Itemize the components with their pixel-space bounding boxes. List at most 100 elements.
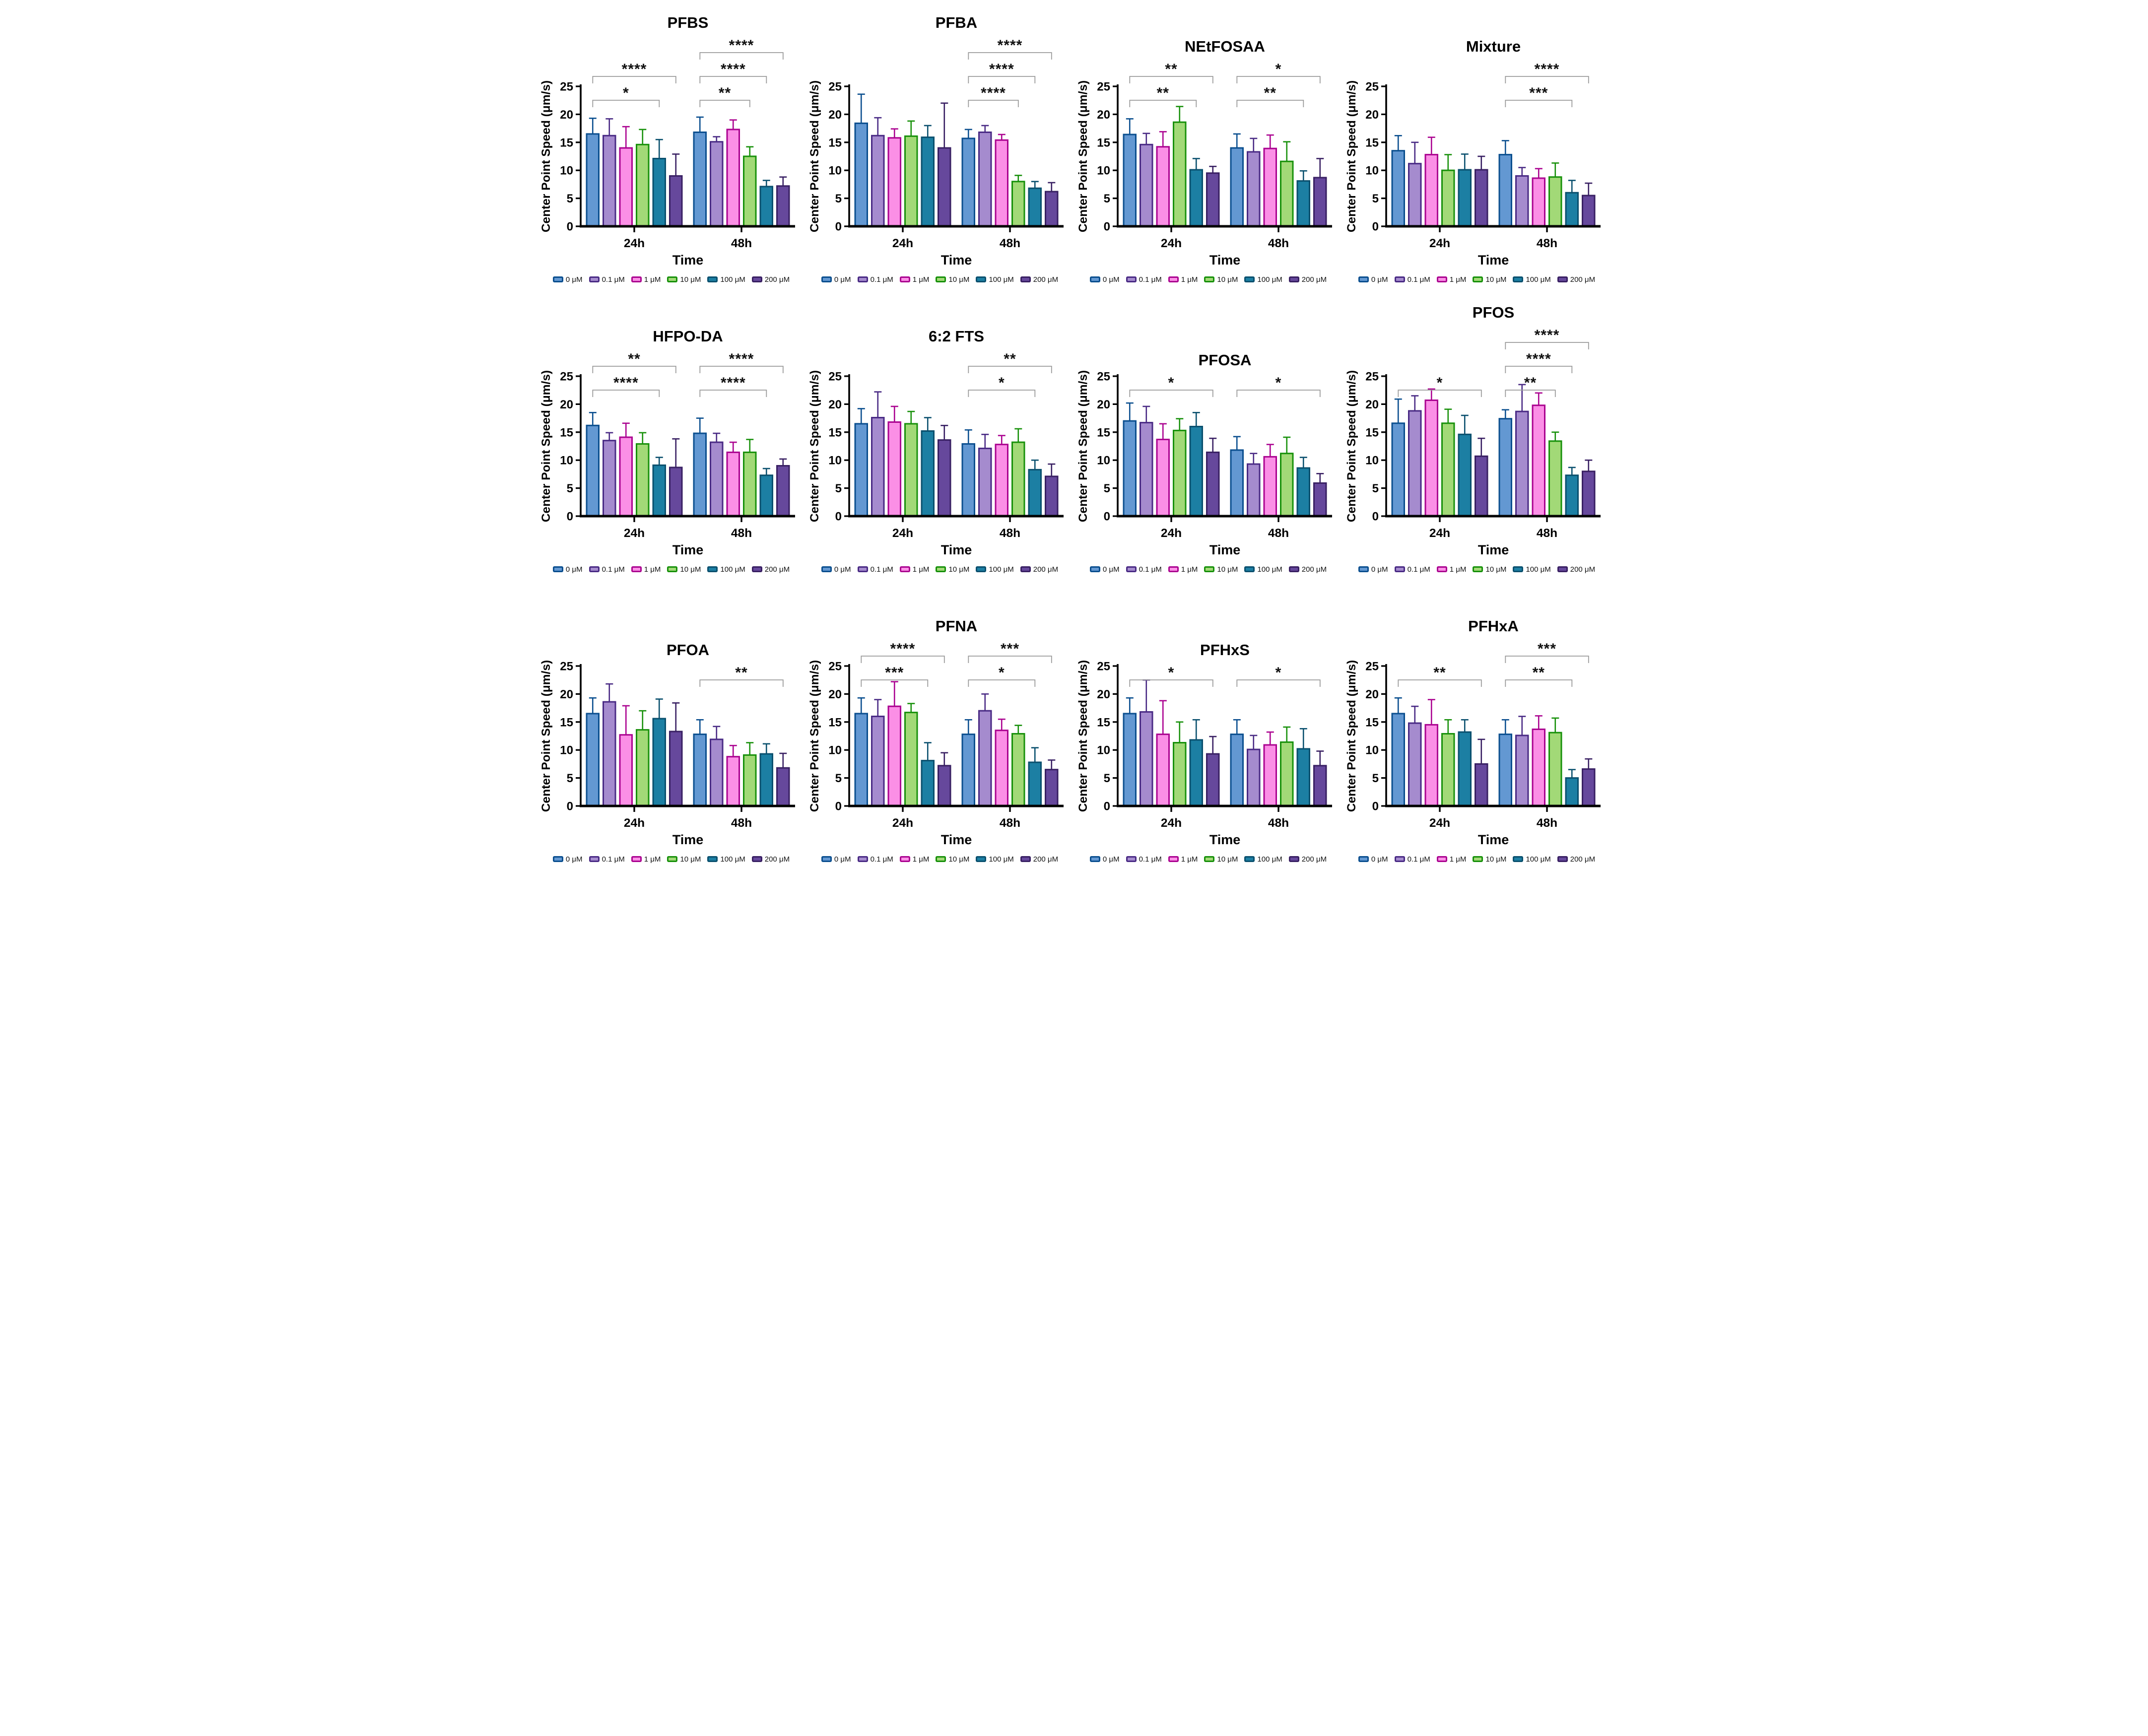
y-tick-label: 15 [1097,136,1110,149]
bar-6-2-fts-24h-200-um [938,439,951,517]
x-category-label: 48h [1268,237,1289,250]
chart-title: 6:2 FTS [929,328,984,345]
legend-swatch-icon [631,856,642,862]
chart-cell-pfbs: 0 5 10 15 20 25 24h 48h Time Center Point Speed (… [537,3,806,289]
bar-hfpo-da-48h-0-1-um [710,441,724,517]
y-tick-label: 10 [560,454,573,467]
legend-label: 100 μM [989,275,1014,284]
x-axis-label: Time [1478,542,1509,557]
bar-pfbs-48h-10-um [743,155,757,227]
bar-netfosaa-24h-200-um [1206,172,1220,227]
sig-label: * [1168,375,1175,391]
legend-label: 0 μM [1371,855,1388,864]
y-tick-label: 15 [1365,136,1379,149]
x-category-label: 24h [892,816,913,830]
x-category-label: 24h [624,527,645,540]
legend-swatch-icon [1473,566,1483,572]
bar-hfpo-da-24h-0-1-um [603,440,616,517]
legend-label: 100 μM [1257,565,1282,574]
sig-label: **** [1535,327,1560,343]
y-tick-label: 25 [1097,370,1110,384]
y-axis-label: Center Point Speed (μm/s) [539,80,553,232]
bar-6-2-fts-48h-100-um [1028,468,1042,517]
sig-bracket [861,656,945,663]
legend-swatch-icon [821,276,832,282]
y-tick-label: 20 [1097,688,1110,701]
bar-pfba-48h-10-um [1011,181,1025,227]
legend-label: 100 μM [1257,275,1282,284]
bar-pfba-48h-100-um [1028,187,1042,227]
bar-pfna-48h-0-um [961,734,975,807]
legend-swatch-icon [1288,566,1299,572]
legend-label: 100 μM [1526,855,1551,864]
bar-mixture-48h-1-um [1532,177,1545,227]
x-category-label: 48h [731,816,752,830]
bar-pfhxa-24h-0-1-um [1408,722,1422,807]
legend-swatch-icon [936,566,946,572]
legend-label: 200 μM [1301,855,1327,864]
legend-label: 200 μM [1570,275,1596,284]
legend-label: 0 μM [565,565,583,574]
sig-label: * [623,85,629,101]
bar-netfosaa-48h-0-um [1230,147,1244,227]
bar-pfna-24h-100-um [921,760,935,807]
y-tick-label: 25 [560,660,573,673]
legend-label: 10 μM [1217,565,1238,574]
y-tick-label: 0 [835,800,842,813]
bar-pfhxa-24h-1-um [1424,724,1438,807]
bar-pfhxa-24h-10-um [1441,733,1455,807]
legend-label: 10 μM [680,275,701,284]
x-category-label: 24h [1161,527,1182,540]
legend-item-100-um: 100 μM [976,565,1014,574]
bar-pfhxs-24h-0-1-um [1140,711,1153,807]
bar-pfos-48h-1-um [1532,404,1545,517]
legend-item-0-1-um: 0.1 μM [1126,565,1162,574]
legend-mixture: 0 μM 0.1 μM 1 μM 10 μM 100 μM 200 μM [1342,270,1611,289]
y-tick-label: 25 [1097,80,1110,94]
legend-label: 200 μM [1033,565,1059,574]
legend-pfoa: 0 μM 0.1 μM 1 μM 10 μM 100 μM 200 μM [537,850,806,868]
bar-6-2-fts-24h-1-um [887,421,901,517]
chart-pfbs: 0 5 10 15 20 25 24h 48h Time Center Point Speed (… [539,14,795,267]
bar-pfosa-24h-100-um [1189,426,1203,517]
legend-swatch-icon [976,276,987,282]
y-axis-label: Center Point Speed (μm/s) [1345,660,1358,812]
legend-item-0-um: 0 μM [1089,855,1120,864]
y-tick-label: 0 [1372,510,1379,524]
legend-item-0-1-um: 0.1 μM [589,855,625,864]
bar-pfhxs-48h-200-um [1313,765,1327,807]
chart-cell-pfba: 0 5 10 15 20 25 24h 48h Time Center Point Speed (… [806,3,1074,289]
chart-title: PFOS [1473,304,1514,321]
legend-swatch-icon [1513,566,1524,572]
legend-label: 200 μM [1301,565,1327,574]
legend-item-1-um: 1 μM [899,855,929,864]
sig-label: *** [1001,641,1019,657]
bar-pfoa-24h-0-um [586,713,600,807]
x-category-label: 48h [1537,237,1557,250]
bar-mixture-24h-100-um [1458,169,1472,227]
bar-mixture-24h-10-um [1441,169,1455,227]
legend-item-200-um: 200 μM [1020,565,1058,574]
sig-label: ** [1165,61,1177,77]
legend-item-10-um: 10 μM [1473,855,1506,864]
x-category-label: 24h [892,237,913,250]
chart-title: PFBA [936,14,977,31]
bar-pfhxa-48h-200-um [1582,768,1596,807]
legend-label: 10 μM [948,855,970,864]
x-axis-label: Time [1478,832,1509,847]
y-tick-label: 20 [828,398,842,411]
legend-label: 1 μM [912,275,930,284]
legend-item-10-um: 10 μM [1204,565,1238,574]
chart-pfos: 0 5 10 15 20 25 24h 48h Time Center Point Speed (… [1345,304,1601,557]
y-tick-label: 5 [1372,482,1379,495]
legend-label: 100 μM [989,855,1014,864]
legend-pfhxs: 0 μM 0.1 μM 1 μM 10 μM 100 μM 200 μM [1074,850,1342,868]
legend-label: 10 μM [948,565,970,574]
sig-bracket [699,390,767,397]
bar-mixture-48h-100-um [1565,192,1579,227]
bar-pfos-48h-200-um [1582,470,1596,517]
bar-pfba-24h-0-um [854,122,868,227]
bar-pfoa-24h-100-um [652,718,666,807]
x-category-label: 48h [1000,527,1020,540]
legend-label: 0.1 μM [1139,565,1162,574]
